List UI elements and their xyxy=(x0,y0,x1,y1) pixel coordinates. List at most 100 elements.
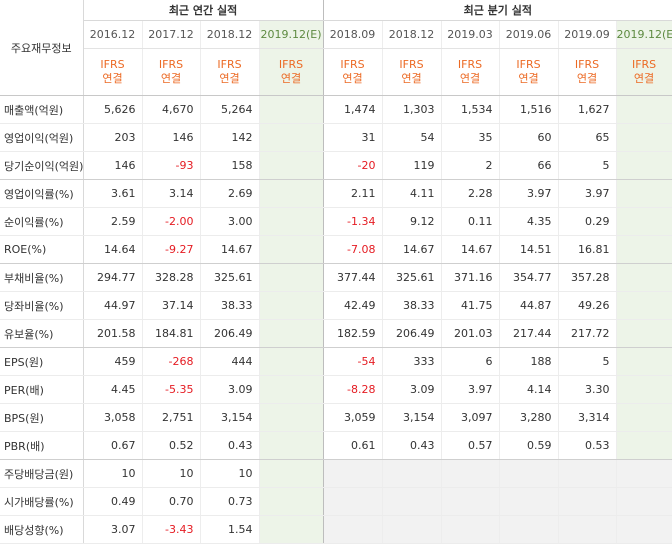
value-cell: 1.54 xyxy=(200,515,260,544)
accounting-standard-header: IFRS 연결 xyxy=(259,48,324,96)
value-cell: 66 xyxy=(499,151,559,180)
ifrs-label: IFRS xyxy=(217,58,242,71)
value-cell: 5,264 xyxy=(200,95,260,124)
value-cell: 2,751 xyxy=(142,403,201,432)
value-cell xyxy=(616,515,672,544)
row-label: 배당성향(%) xyxy=(0,515,84,544)
accounting-standard-header: IFRS 연결 xyxy=(441,48,500,96)
value-cell: 4,670 xyxy=(142,95,201,124)
table-row: 시가배당률(%) 0.49 0.70 0.73 xyxy=(0,487,672,516)
value-cell xyxy=(259,375,324,404)
ifrs-label: IFRS xyxy=(457,58,483,71)
value-cell: 49.26 xyxy=(558,291,617,320)
value-cell: -1.34 xyxy=(323,207,383,236)
period-header: 2018.12 xyxy=(200,20,260,49)
row-label: 주당배당금(원) xyxy=(0,459,84,488)
value-cell xyxy=(259,515,324,544)
value-cell: 4.45 xyxy=(83,375,143,404)
value-cell: 14.64 xyxy=(83,235,143,264)
accounting-standard-header: IFRS 연결 xyxy=(499,48,559,96)
period-header: 2018.12 xyxy=(382,20,442,49)
consolidated-label: 연결 xyxy=(219,72,240,85)
ifrs-label: IFRS xyxy=(100,58,125,71)
period-header: 2019.06 xyxy=(499,20,559,49)
value-cell xyxy=(323,487,383,516)
value-cell: 0.73 xyxy=(200,487,260,516)
value-cell xyxy=(499,459,559,488)
value-cell: 3.30 xyxy=(558,375,617,404)
value-cell xyxy=(259,431,324,460)
row-label: 시가배당률(%) xyxy=(0,487,84,516)
row-label: BPS(원) xyxy=(0,403,84,432)
table-row: 부채비율(%) 294.77 328.28 325.61 377.44 325.61 371… xyxy=(0,263,672,292)
value-cell xyxy=(259,459,324,488)
value-cell: 54 xyxy=(382,123,442,152)
value-cell: 14.67 xyxy=(382,235,442,264)
value-cell: 3.97 xyxy=(441,375,500,404)
value-cell: 325.61 xyxy=(382,263,442,292)
ifrs-label: IFRS xyxy=(574,58,600,71)
value-cell xyxy=(382,459,442,488)
table-row: 순이익률(%) 2.59 -2.00 3.00 -1.34 9.12 0.11 4.35 0.2… xyxy=(0,207,672,236)
value-cell: 35 xyxy=(441,123,500,152)
value-cell: 0.29 xyxy=(558,207,617,236)
value-cell: 357.28 xyxy=(558,263,617,292)
value-cell: 14.51 xyxy=(499,235,559,264)
row-label: 영업이익률(%) xyxy=(0,179,84,208)
value-cell: 0.52 xyxy=(142,431,201,460)
value-cell: 3.07 xyxy=(83,515,143,544)
value-cell: 44.97 xyxy=(83,291,143,320)
value-cell: -20 xyxy=(323,151,383,180)
value-cell xyxy=(616,431,672,460)
value-cell: 0.61 xyxy=(323,431,383,460)
ifrs-label: IFRS xyxy=(516,58,541,71)
ifrs-label: IFRS xyxy=(340,58,365,71)
value-cell: -2.00 xyxy=(142,207,201,236)
value-cell: 37.14 xyxy=(142,291,201,320)
value-cell: 0.11 xyxy=(441,207,500,236)
consolidated-label: 연결 xyxy=(576,72,598,85)
value-cell xyxy=(259,487,324,516)
value-cell: 3,058 xyxy=(83,403,143,432)
accounting-standard-header: IFRS 연결 xyxy=(142,48,201,96)
value-cell: 0.53 xyxy=(558,431,617,460)
value-cell: 16.81 xyxy=(558,235,617,264)
value-cell: 294.77 xyxy=(83,263,143,292)
annual-group-header: 최근 연간 실적 xyxy=(83,0,324,21)
value-cell: 5 xyxy=(558,347,617,376)
value-cell: 325.61 xyxy=(200,263,260,292)
table-row: 영업이익(억원) 203 146 142 31 54 35 60 65 xyxy=(0,123,672,152)
value-cell xyxy=(382,515,442,544)
table-row: 영업이익률(%) 3.61 3.14 2.69 2.11 4.11 2.28 3.97 3.97 xyxy=(0,179,672,208)
accounting-standard-header: IFRS 연결 xyxy=(558,48,617,96)
value-cell xyxy=(616,347,672,376)
period-header: 2017.12 xyxy=(142,20,201,49)
value-cell: 6 xyxy=(441,347,500,376)
accounting-standard-header: IFRS 연결 xyxy=(616,48,672,96)
value-cell xyxy=(323,515,383,544)
value-cell: 1,516 xyxy=(499,95,559,124)
row-label: 부채비율(%) xyxy=(0,263,84,292)
value-cell: 371.16 xyxy=(441,263,500,292)
value-cell: 2 xyxy=(441,151,500,180)
value-cell: -3.43 xyxy=(142,515,201,544)
value-cell: 3,314 xyxy=(558,403,617,432)
value-cell: 182.59 xyxy=(323,319,383,348)
table-row: EPS(원) 459 -268 444 -54 333 6 188 5 xyxy=(0,347,672,376)
row-label: 매출액(억원) xyxy=(0,95,84,124)
period-header: 2019.03 xyxy=(441,20,500,49)
value-cell xyxy=(259,319,324,348)
value-cell: 38.33 xyxy=(382,291,442,320)
row-label: EPS(원) xyxy=(0,347,84,376)
value-cell: 333 xyxy=(382,347,442,376)
value-cell xyxy=(441,487,500,516)
value-cell: -8.28 xyxy=(323,375,383,404)
table-row: 당좌비율(%) 44.97 37.14 38.33 42.49 38.33 41.75 44.… xyxy=(0,291,672,320)
table-row: PER(배) 4.45 -5.35 3.09 -8.28 3.09 3.97 4.14 3.30 xyxy=(0,375,672,404)
value-cell: 146 xyxy=(83,151,143,180)
value-cell: 0.49 xyxy=(83,487,143,516)
value-cell: 184.81 xyxy=(142,319,201,348)
accounting-standard-header: IFRS 연결 xyxy=(323,48,383,96)
value-cell: 217.72 xyxy=(558,319,617,348)
value-cell: 41.75 xyxy=(441,291,500,320)
